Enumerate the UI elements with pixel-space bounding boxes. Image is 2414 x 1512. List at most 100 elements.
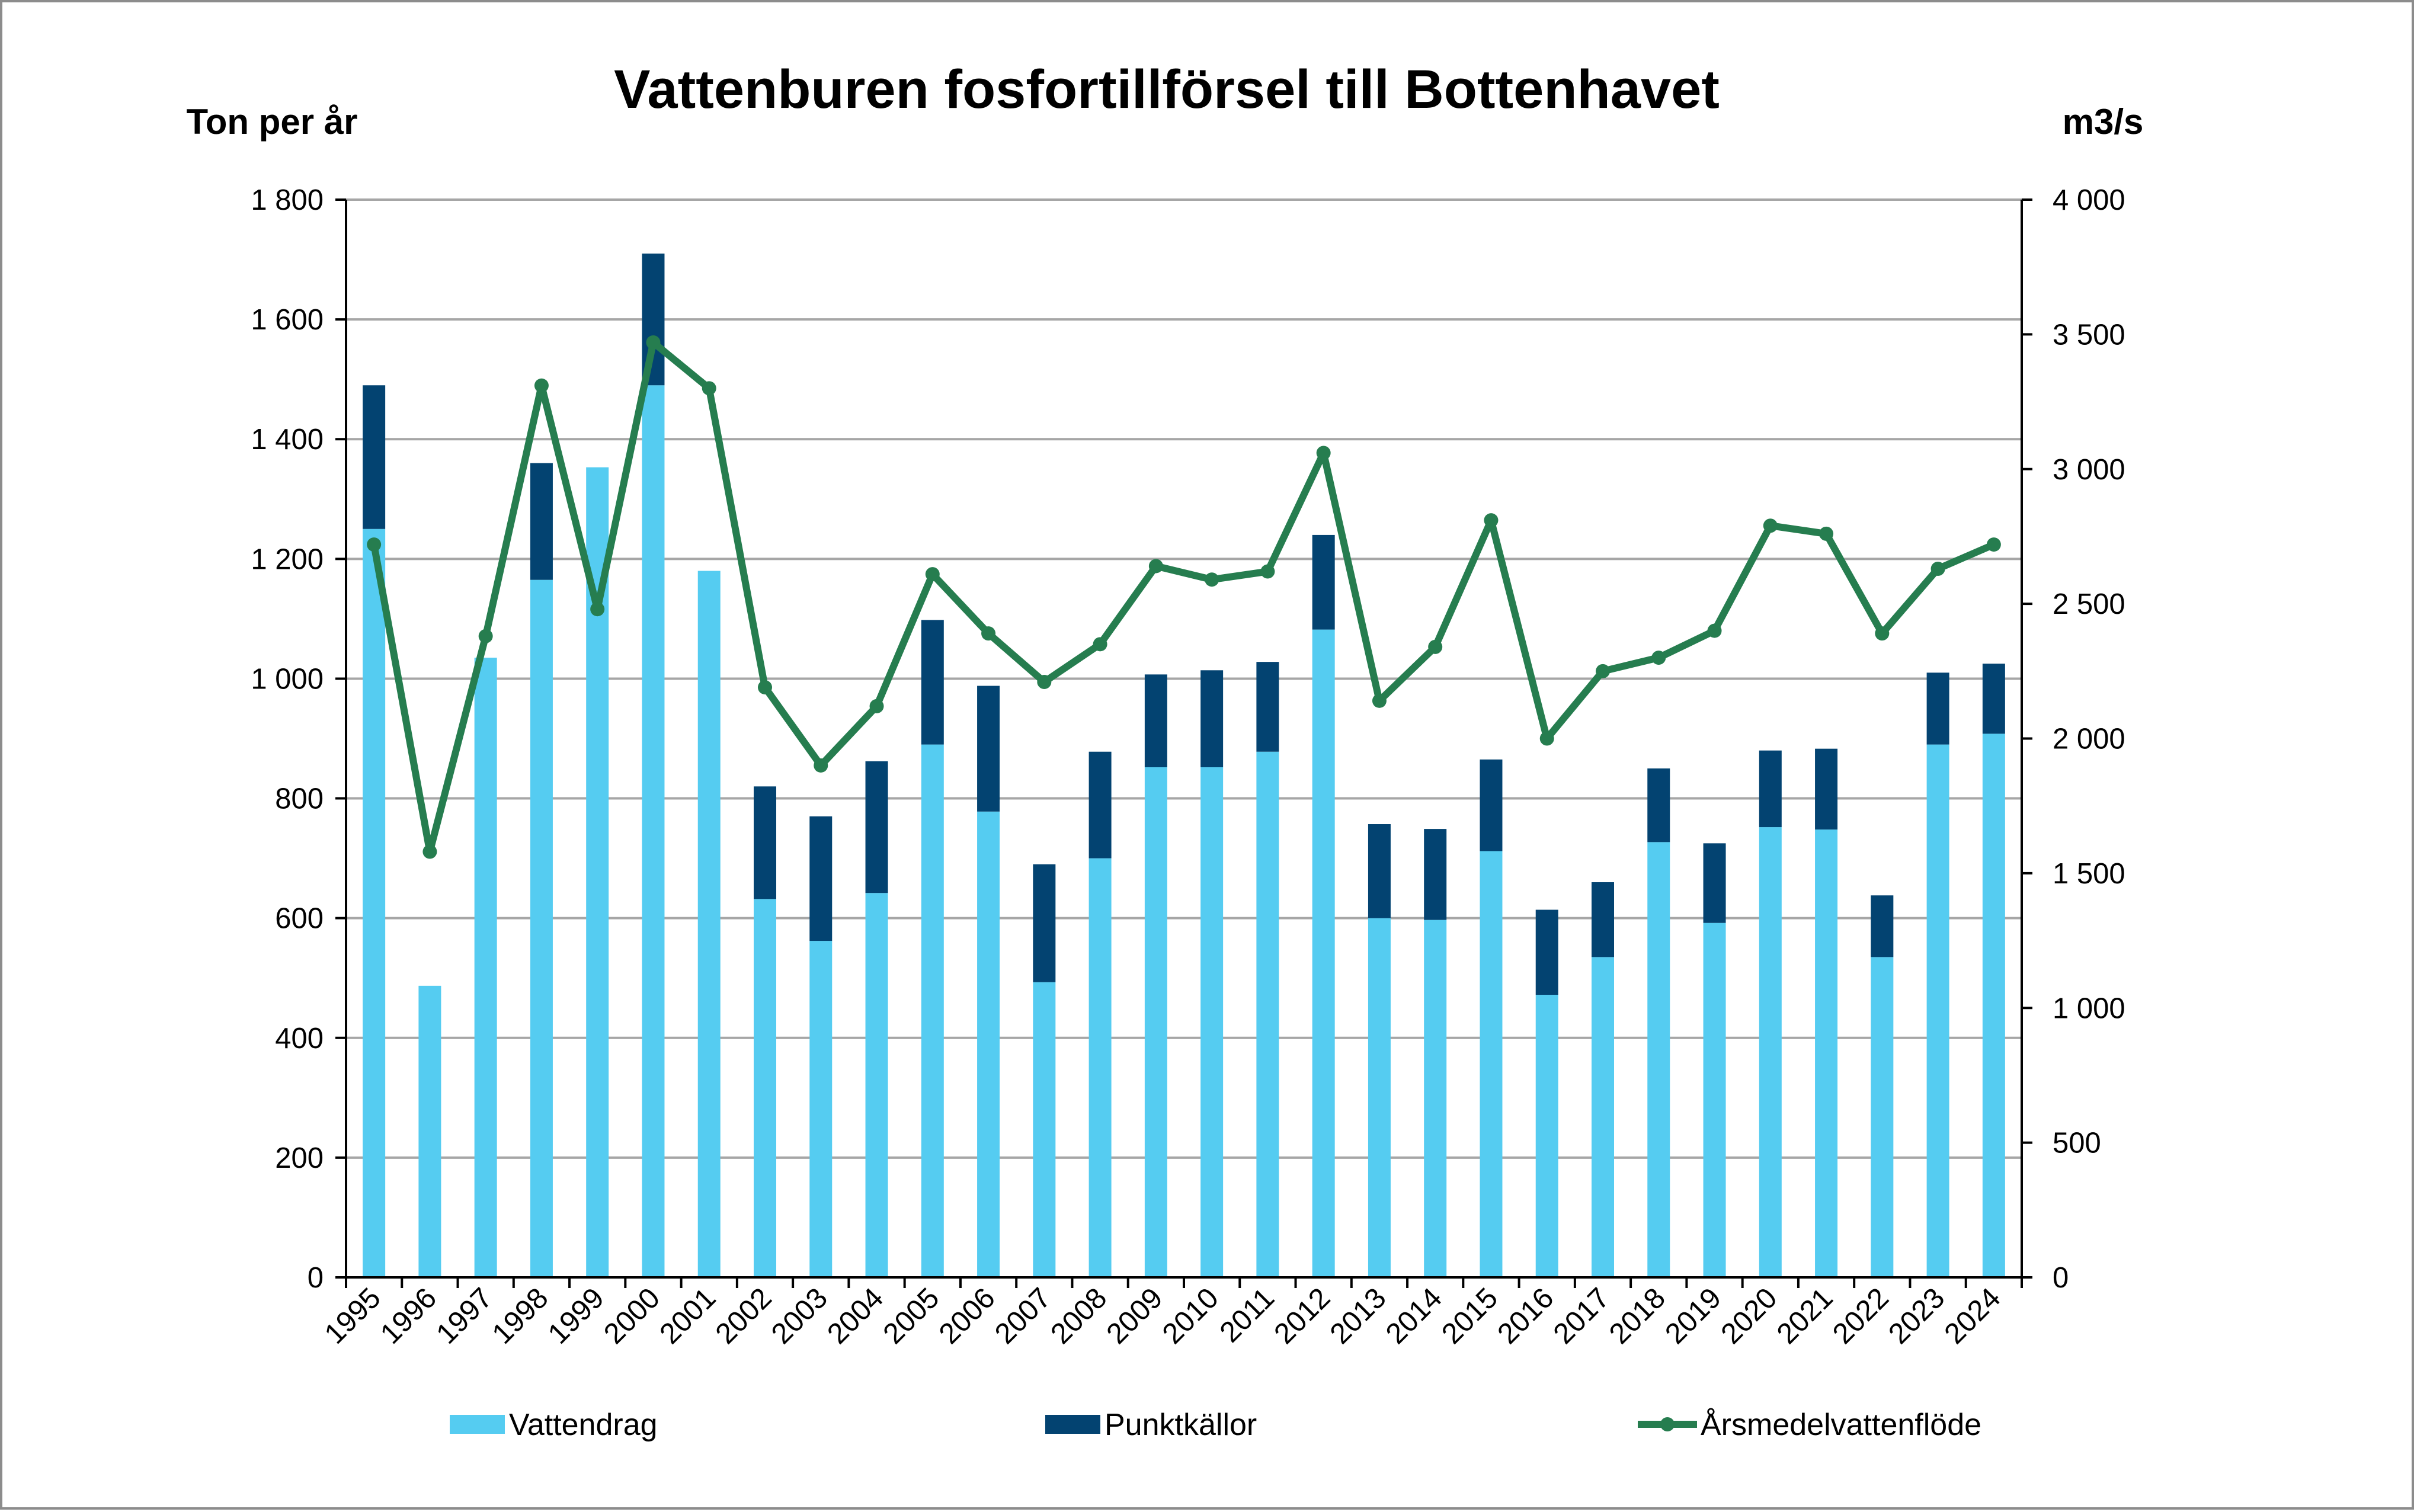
right-tick-label: 2 000 [2053, 723, 2125, 755]
legend-label-vattendrag: Vattendrag [509, 1408, 658, 1442]
axes [335, 198, 2032, 1288]
bar-punktkällor-1995 [363, 385, 386, 529]
bar-vattendrag-1997 [474, 658, 497, 1277]
gridlines [346, 198, 2022, 1159]
bar-punktkällor-2016 [1535, 909, 1558, 995]
bar-vattendrag-2007 [1033, 982, 1056, 1277]
legend-label-arsmedelvattenflode: Årsmedelvattenflöde [1701, 1408, 1981, 1442]
flow-point-2000 [646, 335, 661, 350]
x-tick-label-2023: 2023 [1882, 1282, 1951, 1350]
right-tick-label: 3 500 [2053, 319, 2125, 351]
bar-vattendrag-2015 [1480, 851, 1503, 1277]
bar-vattendrag-2010 [1200, 767, 1224, 1277]
flow-point-2005 [925, 567, 940, 582]
x-tick-label-2009: 2009 [1100, 1282, 1168, 1350]
right-tick-label: 2 500 [2053, 588, 2125, 620]
bar-punktkällor-2023 [1926, 672, 1949, 745]
bar-punktkällor-2017 [1592, 882, 1614, 957]
x-tick-label-1999: 1999 [542, 1282, 610, 1350]
x-tick-label-2007: 2007 [989, 1282, 1057, 1350]
left-tick-label: 200 [275, 1142, 324, 1174]
bar-punktkällor-2015 [1480, 759, 1503, 851]
right-tick-label: 0 [2053, 1262, 2069, 1294]
bar-vattendrag-2016 [1535, 995, 1558, 1277]
flow-point-1998 [534, 378, 549, 393]
bar-vattendrag-2023 [1926, 744, 1949, 1277]
flow-point-1996 [422, 844, 437, 859]
bar-vattendrag-2020 [1759, 827, 1782, 1277]
x-tick-label-2013: 2013 [1324, 1282, 1392, 1350]
flow-point-2008 [1093, 637, 1107, 652]
bar-vattendrag-1998 [530, 579, 553, 1277]
bar-vattendrag-2018 [1647, 842, 1670, 1277]
x-tick-label-2016: 2016 [1491, 1282, 1560, 1350]
bar-vattendrag-2021 [1815, 829, 1838, 1277]
left-tick-label: 0 [308, 1262, 324, 1294]
flow-point-1997 [478, 629, 493, 643]
flow-point-1999 [590, 602, 605, 617]
x-tick-label-2019: 2019 [1659, 1282, 1727, 1350]
bar-vattendrag-2003 [809, 941, 833, 1277]
right-tick-label: 1 000 [2053, 992, 2125, 1024]
bar-vattendrag-2001 [697, 571, 721, 1277]
legend-swatch-punktk-llor [1045, 1415, 1100, 1434]
x-tick-label-2020: 2020 [1715, 1282, 1783, 1350]
x-tick-label-2017: 2017 [1548, 1282, 1616, 1350]
flow-point-2010 [1205, 572, 1219, 587]
flow-point-2003 [814, 758, 828, 773]
bar-vattendrag-2005 [921, 744, 944, 1277]
chart-title: Vattenburen fosfortillförsel till Botten… [614, 59, 1720, 120]
flow-point-2004 [869, 699, 884, 713]
x-tick-label-2012: 2012 [1268, 1282, 1336, 1350]
flow-point-2007 [1037, 675, 1052, 690]
x-tick-label-2003: 2003 [766, 1282, 834, 1350]
flow-point-2012 [1316, 446, 1331, 460]
bar-vattendrag-2009 [1144, 767, 1167, 1277]
x-tick-label-2005: 2005 [877, 1282, 945, 1350]
bar-vattendrag-2000 [642, 385, 665, 1277]
flow-point-2022 [1875, 626, 1890, 641]
left-tick-label: 1 800 [251, 184, 324, 216]
right-tick-label: 1 500 [2053, 858, 2125, 890]
bar-punktkällor-2007 [1033, 864, 1056, 982]
bar-punktkällor-2018 [1647, 768, 1670, 843]
bar-vattendrag-2004 [865, 893, 888, 1277]
bar-punktkällor-2013 [1368, 824, 1391, 918]
x-tick-label-2011: 2011 [1214, 1282, 1280, 1349]
bar-vattendrag-1995 [363, 528, 386, 1277]
x-tick-label-2001: 2001 [654, 1282, 722, 1350]
flow-point-1995 [367, 537, 382, 552]
flow-point-2006 [981, 626, 996, 641]
flow-line [367, 335, 2001, 859]
flow-point-2016 [1539, 731, 1554, 746]
bar-punktkällor-2012 [1312, 534, 1335, 630]
y2-axis-title: m3/s [2063, 102, 2144, 142]
bar-punktkällor-2009 [1144, 674, 1167, 768]
left-tick-label: 400 [275, 1023, 324, 1055]
x-tick-label-2006: 2006 [933, 1282, 1001, 1350]
flow-point-2002 [758, 680, 772, 695]
x-tick-label-2015: 2015 [1436, 1282, 1504, 1350]
bar-vattendrag-2017 [1592, 957, 1614, 1277]
right-tick-label: 500 [2053, 1127, 2101, 1159]
left-tick-label: 1 400 [251, 424, 324, 456]
bar-vattendrag-2019 [1703, 922, 1726, 1277]
flow-point-2021 [1819, 526, 1834, 541]
y-axis-title: Ton per år [187, 102, 358, 142]
bar-punktkällor-2022 [1871, 895, 1894, 957]
flow-point-2009 [1148, 559, 1163, 574]
x-tick-label-2018: 2018 [1603, 1282, 1672, 1350]
legend-swatch-marker [1660, 1417, 1675, 1431]
bar-punktkällor-2019 [1703, 843, 1726, 923]
bar-punktkällor-2020 [1759, 750, 1782, 828]
legend-label-punktk-llor: Punktkällor [1104, 1408, 1257, 1442]
right-tick-label: 3 000 [2053, 454, 2125, 486]
x-tick-label-2024: 2024 [1938, 1282, 2006, 1350]
flow-point-2020 [1763, 518, 1778, 533]
left-tick-label: 600 [275, 903, 324, 935]
bar-punktkällor-2021 [1815, 748, 1838, 830]
x-tick-label-2014: 2014 [1380, 1282, 1448, 1350]
x-tick-label-2000: 2000 [598, 1282, 666, 1350]
x-tick-label-1997: 1997 [430, 1282, 498, 1350]
